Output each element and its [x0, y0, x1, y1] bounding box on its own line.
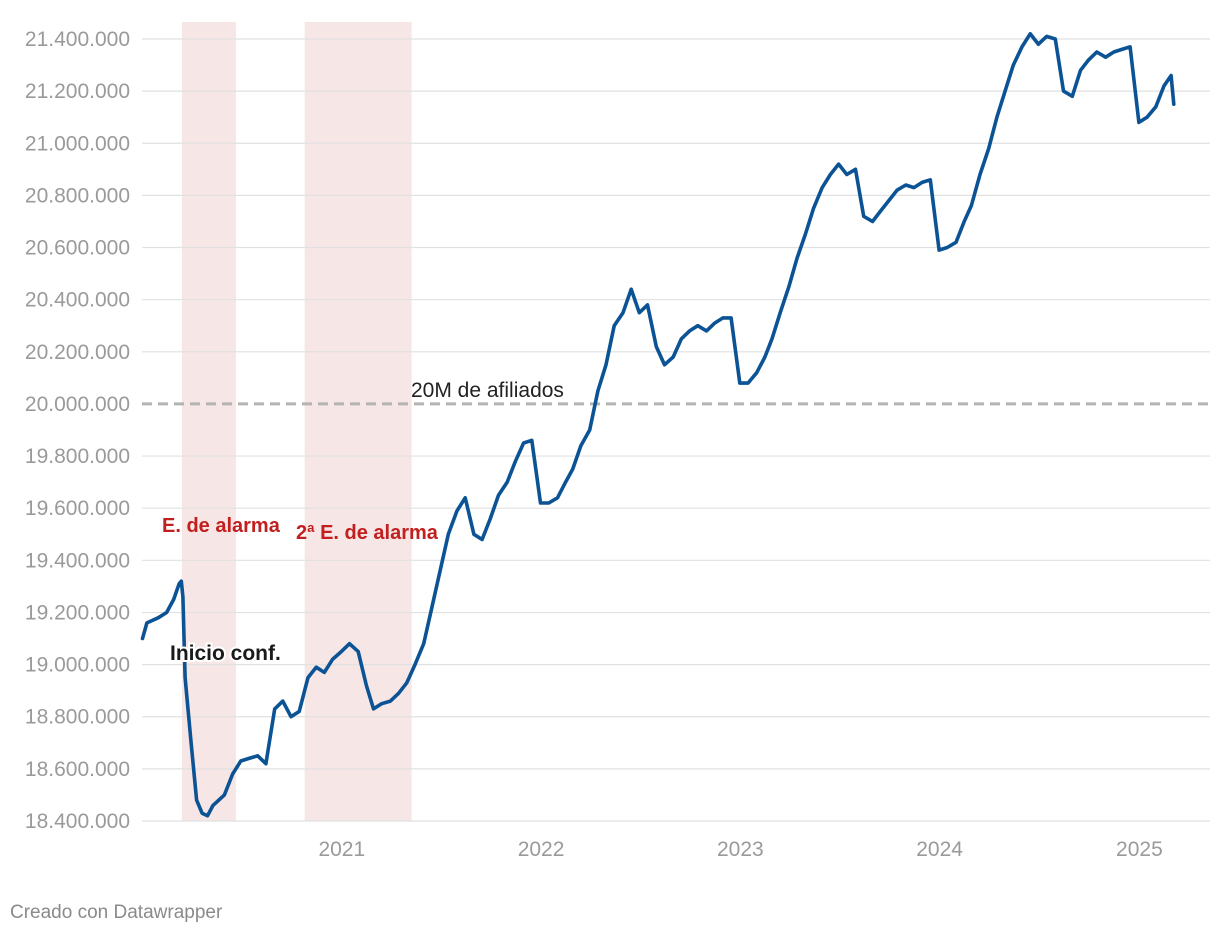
y-tick-label: 18.600.000: [25, 758, 130, 781]
y-tick-label: 18.400.000: [25, 810, 130, 833]
series-line: [140, 31, 1176, 818]
shaded-period-1: [181, 22, 236, 821]
y-tick-labels: 18.400.000 18.600.000 18.800.000 19.000.000…: [25, 28, 130, 833]
credit-text: Creado con Datawrapper: [10, 902, 223, 923]
y-tick-label: 21.200.000: [25, 80, 130, 103]
y-tick-label: 19.000.000: [25, 654, 130, 677]
y-tick-label: 21.000.000: [25, 132, 130, 155]
y-tick-label: 19.200.000: [25, 601, 130, 624]
shaded-period-2: [304, 22, 412, 821]
x-tick-label: 2022: [518, 838, 565, 861]
x-tick-label: 2023: [717, 838, 764, 861]
y-tick-label: 19.600.000: [25, 497, 130, 520]
y-tick-label: 21.400.000: [25, 28, 130, 51]
x-tick-label: 2025: [1116, 838, 1163, 861]
annotation-estado-alarma-1: E. de alarma: [162, 515, 281, 537]
y-tick-label: 20.600.000: [25, 237, 130, 260]
y-tick-label: 18.800.000: [25, 706, 130, 729]
annotation-estado-alarma-2: 2ª E. de alarma: [296, 522, 439, 544]
shaded-periods: [181, 22, 412, 821]
y-tick-label: 20.800.000: [25, 184, 130, 207]
x-tick-labels: 2021 2022 2023 2024 2025: [318, 838, 1162, 861]
y-tick-label: 19.400.000: [25, 549, 130, 572]
x-tick-label: 2021: [318, 838, 365, 861]
y-tick-label: 20.200.000: [25, 341, 130, 364]
y-tick-label: 19.800.000: [25, 445, 130, 468]
y-tick-label: 20.000.000: [25, 393, 130, 416]
x-tick-label: 2024: [916, 838, 963, 861]
y-tick-label: 20.400.000: [25, 289, 130, 312]
reference-line-label: 20M de afiliados: [411, 379, 564, 402]
annotation-inicio-confinamiento: Inicio conf.: [170, 642, 281, 665]
y-gridlines: [142, 38, 1210, 822]
